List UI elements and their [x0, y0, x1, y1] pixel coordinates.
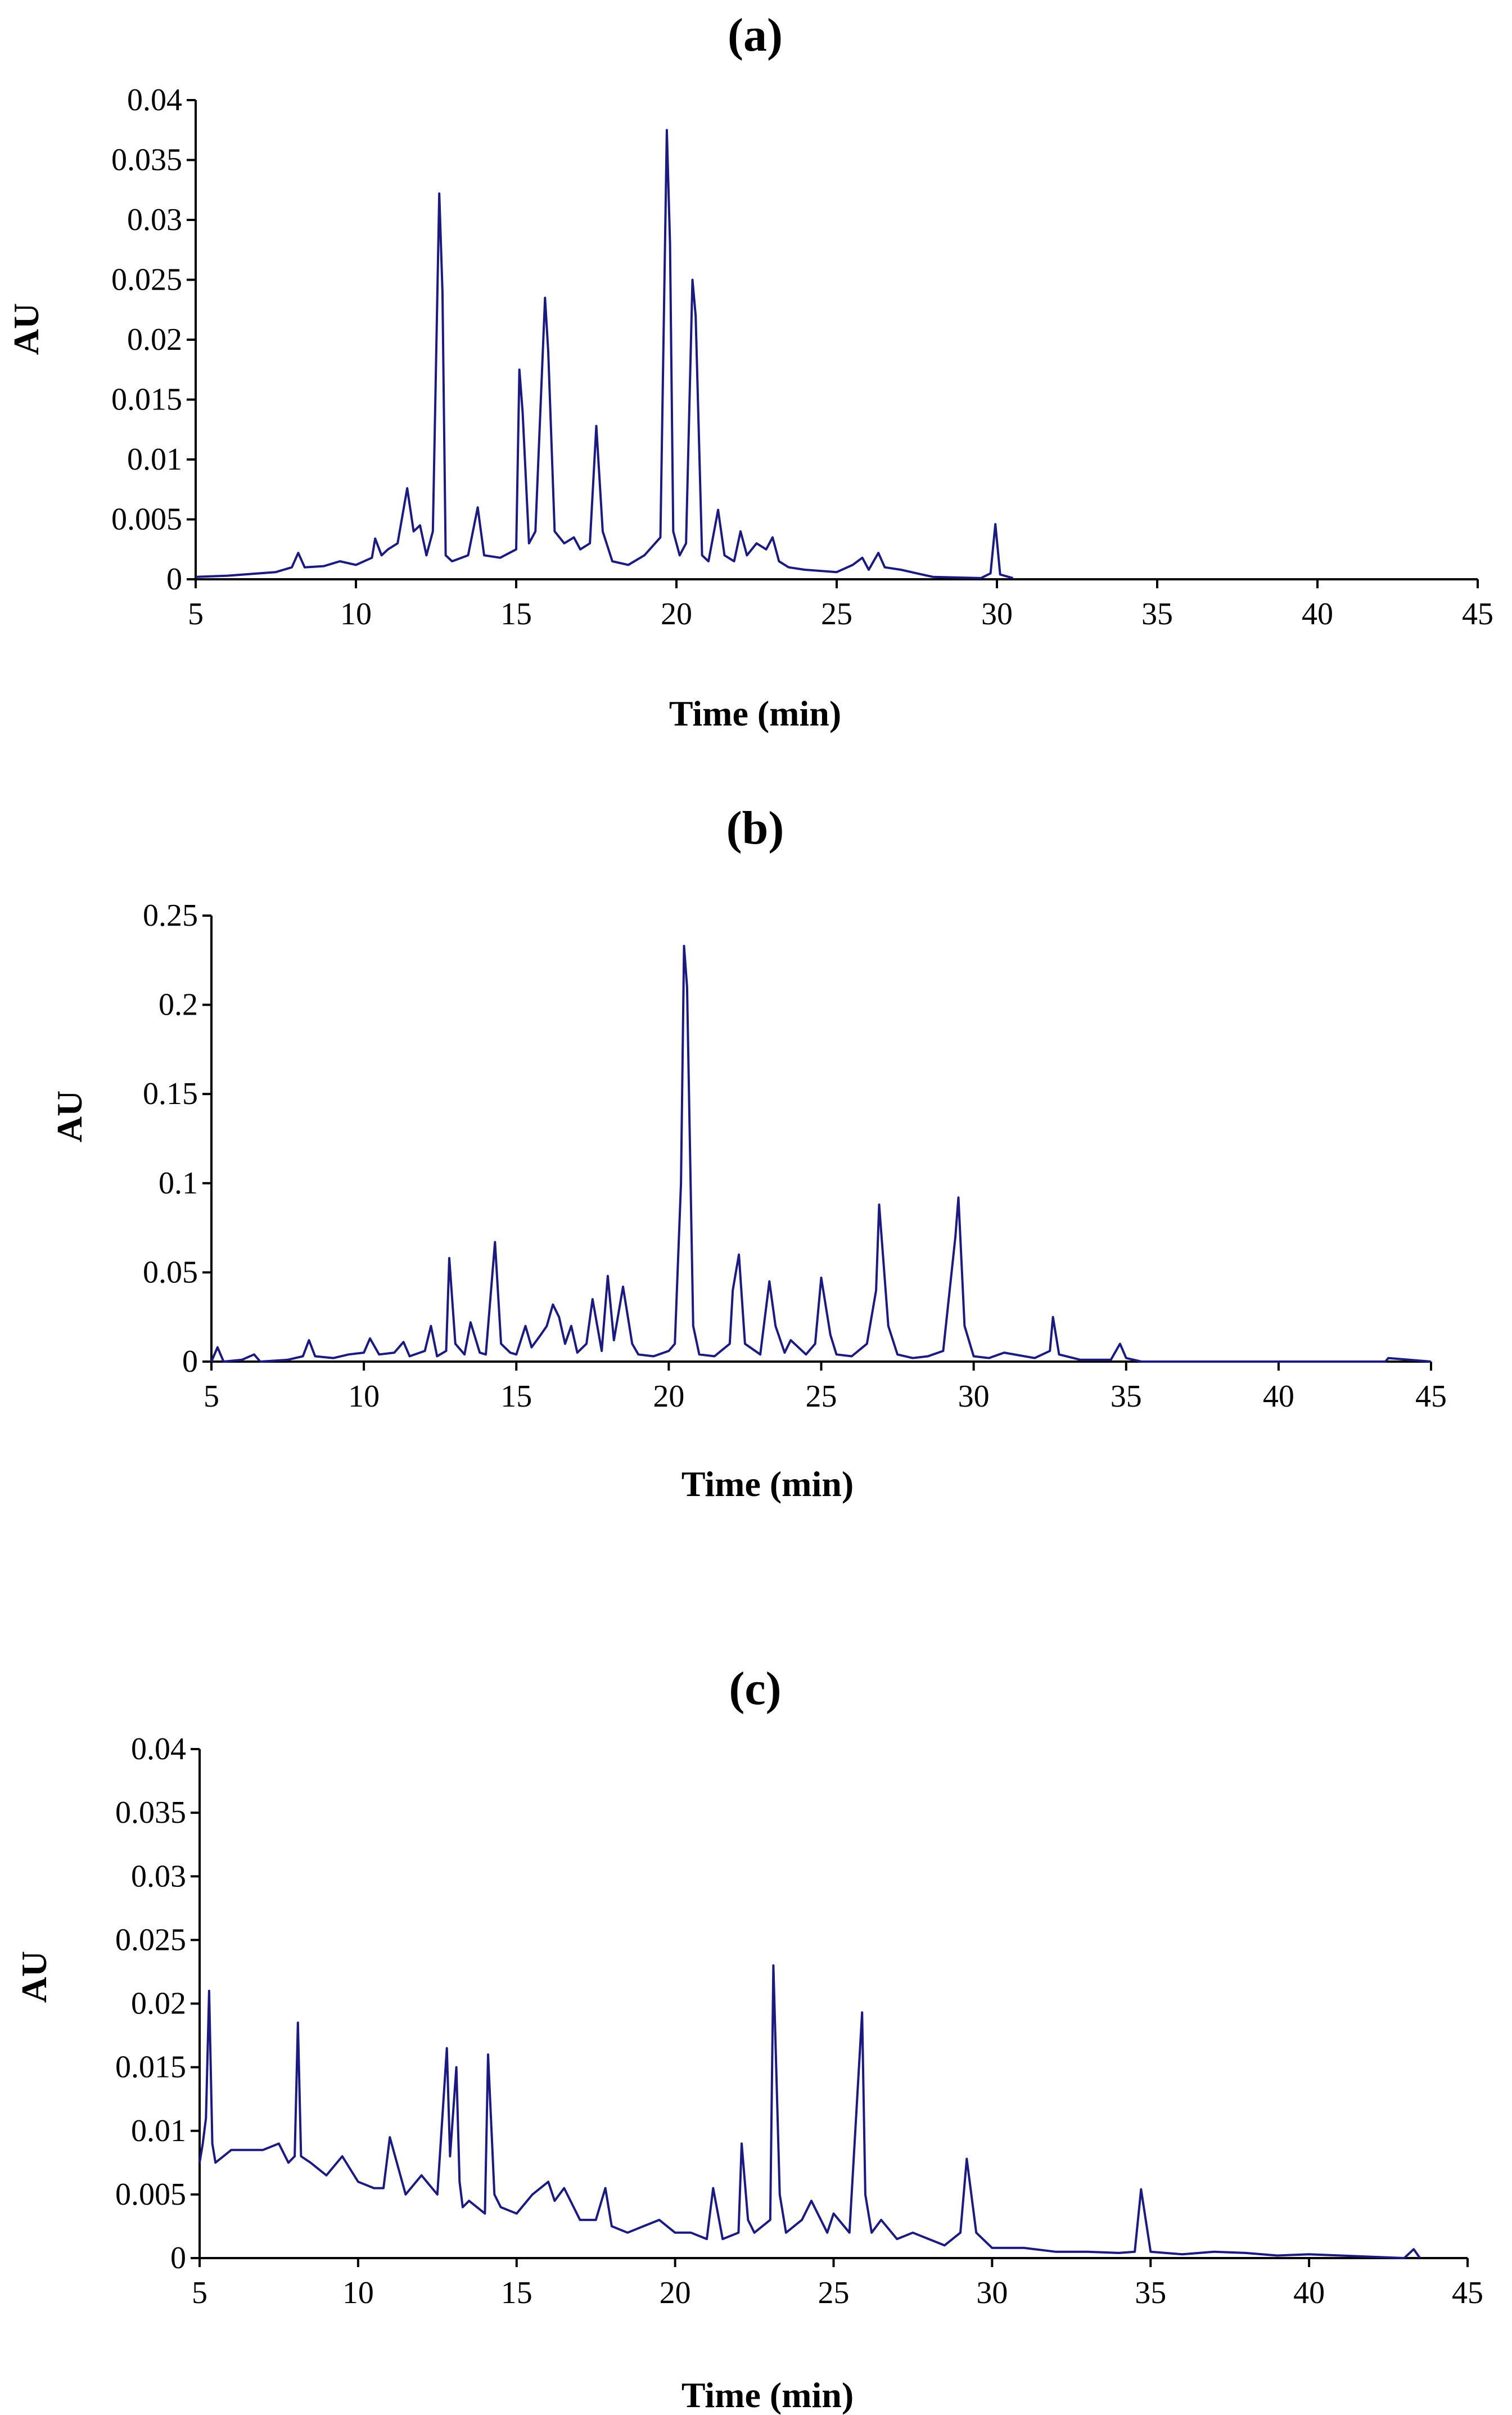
panel-c-ytick-label: 0: [170, 2241, 186, 2276]
panel-b-title: (b): [726, 802, 784, 854]
panel-c-xtick-label: 25: [818, 2276, 850, 2310]
panel-c-xtick-label: 5: [192, 2276, 207, 2310]
panel-c-xtick-label: 10: [342, 2276, 374, 2310]
panel-a-xtick-label: 45: [1462, 597, 1493, 632]
panel-b-ytick-label: 0.15: [143, 1076, 198, 1111]
panel-a-xtick-label: 10: [340, 597, 372, 632]
panel-c-ytick-label: 0.015: [115, 2050, 186, 2085]
panel-c-xlabel: Time (min): [681, 2375, 854, 2415]
panel-b-ytick-label: 0.05: [143, 1255, 198, 1290]
panel-c-plot: 0 0.005 0.01 0.015 0.02 0.025 0.03 0.035 0.04 5 10…: [115, 1732, 1483, 2310]
panel-a: (a) Time (min) AU 0 0.005 0.01 0.015 0.02 0.0…: [6, 9, 1493, 733]
panel-c-trace: [198, 1964, 1421, 2259]
panel-a-ytick-label: 0.02: [127, 322, 182, 357]
panel-b-xtick-label: 20: [653, 1379, 684, 1414]
panel-b-ytick-label: 0.1: [159, 1166, 198, 1201]
panel-b: (b) Time (min) AU 0 0.05 0.1 0.15 0.2 0.25 5 10…: [49, 802, 1447, 1504]
panel-a-ytick-label: 0.04: [127, 83, 182, 118]
panel-b-plot: 0 0.05 0.1 0.15 0.2 0.25 5 10 15 20 25 30 35 40 45: [143, 898, 1447, 1414]
panel-c-ytick-label: 0.02: [131, 1986, 186, 2021]
panel-b-trace: [210, 944, 1432, 1363]
panel-c-xtick-label: 45: [1452, 2276, 1483, 2310]
panel-c-ytick-label: 0.01: [131, 2114, 186, 2148]
panel-a-title: (a): [728, 9, 783, 61]
panel-c-xtick-label: 20: [660, 2276, 691, 2310]
panel-b-xtick-label: 30: [958, 1379, 990, 1414]
panel-c-ytick-label: 0.03: [131, 1859, 186, 1894]
panel-b-xtick-label: 5: [204, 1379, 219, 1414]
panel-c-ytick-label: 0.035: [115, 1795, 186, 1830]
panel-a-xtick-label: 35: [1141, 597, 1173, 632]
panel-b-xtick-label: 40: [1263, 1379, 1294, 1414]
panel-a-ytick-label: 0.005: [111, 502, 182, 537]
panel-c-ytick-label: 0.025: [115, 1922, 186, 1957]
panel-b-ytick-label: 0.2: [159, 988, 198, 1022]
panel-a-ytick-label: 0: [166, 562, 182, 597]
panel-a-ytick-label: 0.035: [111, 143, 182, 178]
panel-a-xtick-label: 20: [661, 597, 692, 632]
panel-a-xtick-label: 30: [981, 597, 1013, 632]
panel-c-xtick-label: 30: [976, 2276, 1008, 2310]
panel-c: (c) Time (min) AU 0 0.005 0.01 0.015 0.02 0.0…: [14, 1662, 1483, 2415]
panel-b-xtick-label: 45: [1415, 1379, 1447, 1414]
panel-a-xtick-label: 25: [821, 597, 852, 632]
panel-c-xtick-label: 40: [1293, 2276, 1325, 2310]
panel-b-xtick-label: 25: [806, 1379, 837, 1414]
panel-a-xtick-label: 40: [1302, 597, 1333, 632]
panel-a-xtick-label: 5: [188, 597, 204, 632]
panel-c-xtick-label: 35: [1135, 2276, 1166, 2310]
panel-b-ytick-label: 0: [182, 1344, 198, 1379]
panel-a-ytick-label: 0.01: [127, 442, 182, 477]
panel-c-title: (c): [729, 1662, 781, 1715]
panel-a-xlabel: Time (min): [669, 693, 841, 733]
panel-a-ytick-label: 0.015: [111, 382, 182, 417]
panel-b-ytick-label: 0.25: [143, 898, 198, 933]
panel-b-xtick-label: 10: [348, 1379, 380, 1414]
panel-c-ytick-label: 0.005: [115, 2177, 186, 2212]
panel-a-ytick-label: 0.025: [111, 263, 182, 298]
panel-a-ytick-label: 0.03: [127, 202, 182, 237]
panel-c-ytick-label: 0.04: [131, 1732, 186, 1767]
panel-a-trace: [195, 129, 1014, 579]
panel-a-ylabel: AU: [6, 303, 46, 355]
panel-b-xtick-label: 35: [1111, 1379, 1142, 1414]
panel-b-ylabel: AU: [49, 1091, 89, 1142]
panel-b-xlabel: Time (min): [681, 1464, 854, 1504]
panel-b-xtick-label: 15: [500, 1379, 532, 1414]
panel-a-plot: 0 0.005 0.01 0.015 0.02 0.025 0.03 0.035 0.04 5 10…: [111, 83, 1493, 632]
panel-c-xtick-label: 15: [501, 2276, 532, 2310]
panel-a-xtick-label: 15: [500, 597, 532, 632]
panel-c-ylabel: AU: [14, 1951, 54, 2003]
